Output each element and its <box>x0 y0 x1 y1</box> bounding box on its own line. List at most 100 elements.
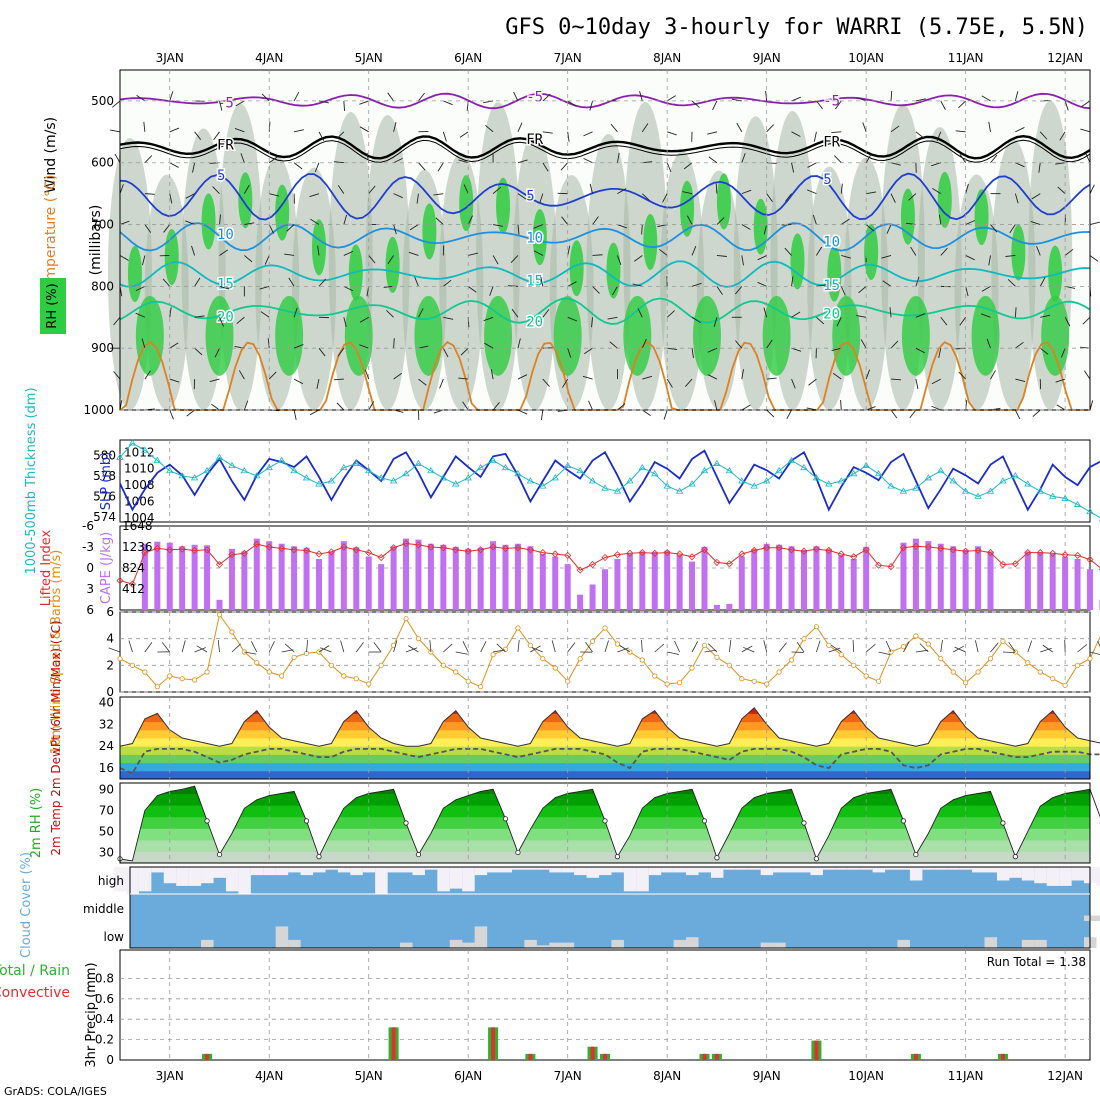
upper-air-frame <box>119 69 1091 411</box>
rh-shade-dark <box>716 173 731 230</box>
upper-wind-barb <box>540 276 544 287</box>
precip-bar-convective <box>205 1053 210 1060</box>
upper-wind-barb <box>1005 255 1016 257</box>
wind10m-barb <box>551 640 556 653</box>
upper-wind-barb <box>1089 184 1095 194</box>
cloud-bar-high <box>810 867 823 876</box>
cloud-bar-high <box>835 867 848 870</box>
upper-wind-barb <box>343 317 347 328</box>
thickness-marker <box>663 482 671 489</box>
thickness-marker <box>825 480 833 487</box>
wind10m-barb <box>196 645 208 653</box>
cloud-bar-high <box>337 867 351 873</box>
upper-wind-barb <box>980 313 991 318</box>
upper-wind-barb <box>267 338 270 349</box>
thickness-marker <box>787 456 796 463</box>
lifted-index-marker <box>1086 556 1094 564</box>
cloud-bar-low <box>549 942 562 948</box>
rh-shade-dark <box>680 180 695 237</box>
thickness-marker <box>539 482 547 489</box>
cape-bar <box>701 546 708 610</box>
upper-wind-barb <box>309 193 320 198</box>
upper-wind-barb <box>890 193 896 203</box>
lifted-index-marker <box>775 544 783 552</box>
upper-wind-barb <box>393 193 403 199</box>
upper-wind-barb <box>1057 186 1066 194</box>
lifted-index-marker <box>713 558 721 566</box>
cape-bar <box>490 541 497 610</box>
wind10m-barb <box>828 647 841 653</box>
cape-bar <box>564 564 571 610</box>
cloud-bar-high <box>723 867 736 870</box>
rh-shade-dark <box>385 236 400 293</box>
wind10m-barb <box>704 649 717 653</box>
cape-bar <box>825 548 832 610</box>
rh2m-band <box>120 793 1090 806</box>
cloud-bar-high <box>536 867 550 870</box>
thickness-tick-574: 574 <box>93 510 116 524</box>
wind10m-marker <box>677 680 683 686</box>
upper-wind-barb <box>1032 409 1041 418</box>
thickness-marker <box>850 470 858 477</box>
upper-wind-barb <box>1014 91 1019 102</box>
wind10m-marker <box>254 660 260 666</box>
upper-wind-barb <box>492 224 504 227</box>
wind10m-tick-4: 4 <box>106 632 114 646</box>
upper-wind-barb <box>936 131 942 142</box>
wind10m-marker <box>1087 656 1093 662</box>
lifted-index-marker <box>365 549 373 557</box>
cloud-ylabel: Cloud Cover (%) <box>19 852 34 958</box>
upper-wind-barb <box>784 247 792 256</box>
temperature-contour-FR-outline <box>119 139 1091 163</box>
cape-bar <box>477 547 484 610</box>
cape-bar <box>378 564 385 610</box>
upper-wind-barb <box>194 277 201 287</box>
cape-bar <box>315 559 322 610</box>
wind10m-barb <box>194 647 206 653</box>
lifted-index-marker <box>887 563 895 571</box>
contour-label-5: 5 <box>823 172 831 188</box>
cape-bar <box>738 556 745 610</box>
cloud-bar-low <box>400 942 413 948</box>
rh-shade-low <box>484 295 513 376</box>
cape-bar <box>228 548 235 610</box>
cloud-bar-low <box>773 942 786 948</box>
series-SLP <box>119 449 1100 512</box>
upper-wind-barb <box>1064 317 1071 327</box>
cloud-bar-high <box>735 867 749 870</box>
lifted-index-marker <box>464 547 472 555</box>
contour-label-5: 5 <box>526 188 534 204</box>
upper-wind-barb <box>816 100 823 110</box>
slp-frame <box>119 439 1091 523</box>
x-tick-label-bottom-6JAN: 6JAN <box>454 1069 482 1083</box>
contour-label-20: 20 <box>526 314 543 330</box>
upper-wind-barb <box>691 100 700 108</box>
wind10m-barb <box>250 641 258 653</box>
upper-wind-barb <box>909 409 917 419</box>
cloud-bar-high <box>238 867 251 894</box>
upper-wind-barb <box>169 91 174 102</box>
rh2m-marker <box>515 849 521 856</box>
precip-bar-convective <box>1000 1053 1005 1060</box>
cape-bar <box>900 542 907 610</box>
wind10m-marker <box>801 636 807 642</box>
upper-wind-barb <box>931 405 941 411</box>
cape-bar <box>141 543 148 610</box>
cloud-bar-high <box>188 867 202 886</box>
cape-bar <box>216 599 223 610</box>
series-Thickness <box>119 442 1100 519</box>
upper-wind-barb <box>583 131 593 137</box>
lifted-index-marker <box>588 560 597 569</box>
cloud-bar-high <box>636 867 649 892</box>
thickness-marker <box>240 466 249 474</box>
rh2m-tick-30: 30 <box>99 845 114 859</box>
contour-label-20: 20 <box>823 306 840 322</box>
temp2m-tick-32: 32 <box>99 717 114 731</box>
cape-bar <box>788 546 795 610</box>
upper-wind-barb <box>119 184 124 194</box>
x-axis: 3JAN 3JAN 4JAN 4JAN 5JAN 5JAN 6JAN 6JAN 7JAN 7JAN… <box>156 51 1083 1083</box>
cape-tick-824: 824 <box>122 561 145 575</box>
slp-tick-1006: 1006 <box>124 495 155 509</box>
upper-air-ylabel: (millibars) <box>88 205 104 276</box>
upper-wind-barb <box>1039 277 1046 287</box>
